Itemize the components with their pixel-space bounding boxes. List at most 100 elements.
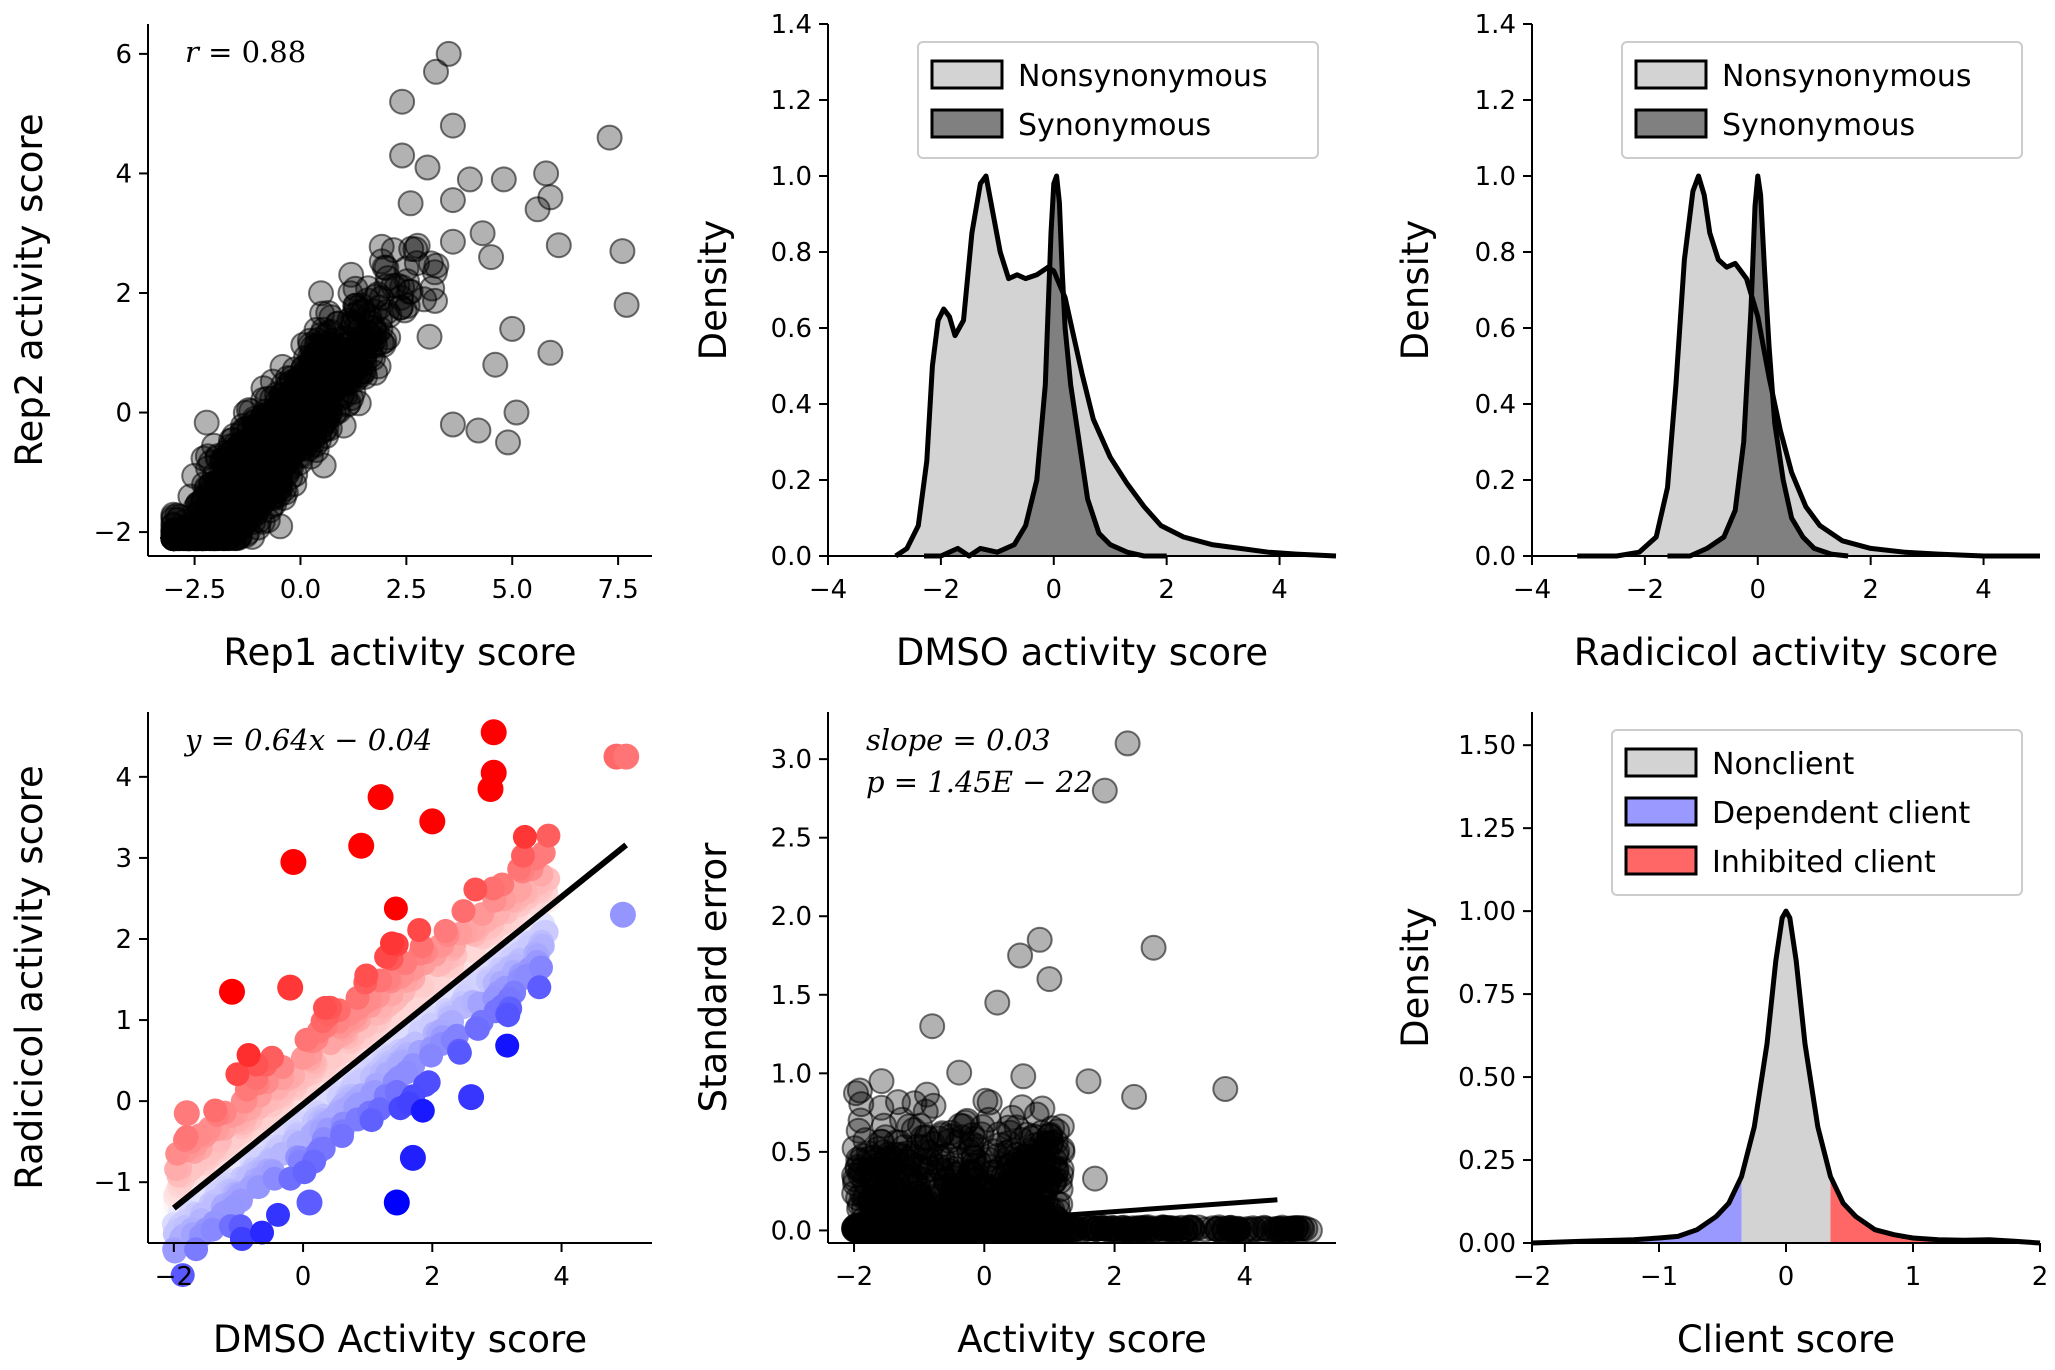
x-tick-label: 4 bbox=[1271, 575, 1288, 605]
x-tick-label: 7.5 bbox=[597, 575, 638, 605]
scatter-point bbox=[613, 291, 640, 318]
y-tick-label: 2.5 bbox=[771, 824, 812, 854]
y-tick-label: 0 bbox=[115, 1087, 132, 1117]
y-tick-label: 1.00 bbox=[1458, 897, 1516, 927]
scatter-point bbox=[439, 187, 466, 214]
scatter-point bbox=[980, 1192, 1007, 1219]
x-tick-label: 1 bbox=[1905, 1262, 1922, 1292]
y-tick-label: 0.4 bbox=[771, 390, 812, 420]
x-tick-label: 4 bbox=[1237, 1262, 1254, 1292]
x-tick-label: 0 bbox=[1778, 1262, 1795, 1292]
y-tick-label: 0.50 bbox=[1458, 1063, 1516, 1093]
legend-swatch bbox=[1624, 845, 1698, 876]
scatter-point bbox=[463, 877, 488, 902]
y-tick-label: 2 bbox=[115, 925, 132, 955]
x-tick-label: 2 bbox=[424, 1262, 441, 1292]
highlighted-point bbox=[613, 743, 640, 770]
legend-label: Synonymous bbox=[1018, 108, 1211, 143]
x-tick-label: 2 bbox=[1158, 575, 1175, 605]
scatter-point bbox=[524, 196, 551, 223]
scatter-point bbox=[193, 409, 220, 436]
x-axis-label: Client score bbox=[1677, 1318, 1895, 1361]
scatter-point bbox=[482, 351, 509, 378]
scatter-point bbox=[291, 418, 318, 445]
y-tick-label: 0.0 bbox=[771, 1216, 812, 1246]
scatter-point bbox=[250, 1220, 274, 1245]
scatter-point bbox=[374, 298, 401, 325]
scatter-point bbox=[417, 250, 444, 277]
panel-rep-correlation-scatter: r = 0.88 −2.5 0.0 2.5 5.0 7.5 −2 0 2 4 6 Rep1 acti… bbox=[8, 24, 652, 674]
y-axis-label: Standard error bbox=[692, 842, 735, 1112]
density-line-nonsynonymous bbox=[1577, 173, 2040, 559]
legend-label: Nonsynonymous bbox=[1018, 59, 1268, 94]
scatter-point bbox=[354, 963, 379, 988]
x-axis-label: DMSO Activity score bbox=[213, 1318, 587, 1361]
highlighted-point bbox=[219, 978, 245, 1005]
panel-radicicol-density: −4 −2 0 2 4 0.0 0.2 0.4 0.6 0.8 1.0 1.2 1.4 Radicicol… bbox=[1394, 10, 2040, 674]
x-tick-label: −4 bbox=[1513, 575, 1551, 605]
annotation-p-value: p = 1.45E − 22 bbox=[866, 765, 1093, 799]
x-tick-label: 2.5 bbox=[386, 575, 427, 605]
y-tick-label: 0.0 bbox=[1475, 542, 1516, 572]
annotation-slope: slope = 0.03 bbox=[866, 723, 1051, 757]
y-tick-label: 1.25 bbox=[1458, 814, 1516, 844]
scatter-point bbox=[1082, 1165, 1108, 1192]
x-tick-label: −2 bbox=[1626, 575, 1664, 605]
x-tick-label: −2 bbox=[835, 1262, 873, 1292]
scatter-point bbox=[495, 1033, 520, 1058]
scatter-point bbox=[946, 1059, 973, 1086]
scatter-point bbox=[1007, 942, 1034, 969]
y-tick-label: 1.4 bbox=[771, 10, 812, 40]
scatter-point bbox=[1049, 1138, 1076, 1165]
y-tick-label: 3 bbox=[115, 844, 132, 874]
y-tick-label: 1.5 bbox=[771, 981, 812, 1011]
scatter-point bbox=[545, 232, 572, 259]
scatter-point bbox=[847, 1107, 874, 1134]
scatter-point bbox=[207, 516, 234, 543]
scatter-point bbox=[527, 975, 552, 1000]
scatter-point bbox=[380, 931, 404, 956]
scatter-point bbox=[841, 1162, 868, 1189]
scatter-point bbox=[969, 1114, 996, 1140]
x-tick-label: 2 bbox=[1862, 575, 1879, 605]
scatter-point bbox=[973, 1153, 999, 1179]
scatter-point bbox=[433, 918, 458, 943]
scatter-point bbox=[313, 995, 337, 1020]
panel-dmso-density: −4 −2 0 2 4 0.0 0.2 0.4 0.6 0.8 1.0 1.2 1.4 DMSO acti… bbox=[692, 10, 1337, 674]
scatter-point bbox=[341, 359, 368, 385]
density-area-nonsynonymous bbox=[1577, 176, 2040, 556]
scatter-point bbox=[1142, 1216, 1168, 1243]
highlighted-point bbox=[458, 1084, 485, 1111]
scatter-point bbox=[1296, 1217, 1323, 1244]
annotation-fit-equation: y = 0.64x − 0.04 bbox=[183, 723, 432, 757]
scatter-point bbox=[330, 1124, 354, 1148]
density-area-nonsynonymous bbox=[895, 176, 1336, 556]
scatter-point bbox=[870, 1165, 897, 1192]
y-tick-label: 0.2 bbox=[771, 466, 812, 496]
scatter-point bbox=[174, 525, 201, 552]
legend-swatch bbox=[1624, 796, 1698, 827]
scatter-point bbox=[495, 429, 521, 456]
scatter-point bbox=[299, 345, 326, 372]
highlighted-point bbox=[367, 784, 394, 811]
scatter-point bbox=[410, 1098, 435, 1123]
x-tick-label: −1 bbox=[1640, 1262, 1678, 1292]
x-tick-label: 0 bbox=[1046, 575, 1063, 605]
scatter-point bbox=[308, 280, 334, 307]
scatter-point bbox=[1028, 1215, 1055, 1242]
scatter-point bbox=[243, 415, 270, 442]
highlighted-point bbox=[399, 1144, 426, 1171]
y-tick-label: −1 bbox=[94, 1168, 132, 1198]
scatter-point bbox=[1010, 1173, 1037, 1199]
scatter-point bbox=[976, 1089, 1003, 1116]
scatter-point bbox=[414, 154, 441, 181]
y-tick-label: 1.2 bbox=[1475, 86, 1516, 116]
scatter-point bbox=[533, 160, 560, 187]
x-tick-label: −2 bbox=[1513, 1262, 1551, 1292]
scatter-point bbox=[292, 1160, 317, 1185]
scatter-point bbox=[1091, 777, 1118, 804]
legend-label: Synonymous bbox=[1722, 108, 1915, 143]
x-tick-label: −2 bbox=[155, 1262, 193, 1292]
y-tick-label: 1.0 bbox=[771, 162, 812, 192]
scatter-point bbox=[609, 238, 636, 265]
